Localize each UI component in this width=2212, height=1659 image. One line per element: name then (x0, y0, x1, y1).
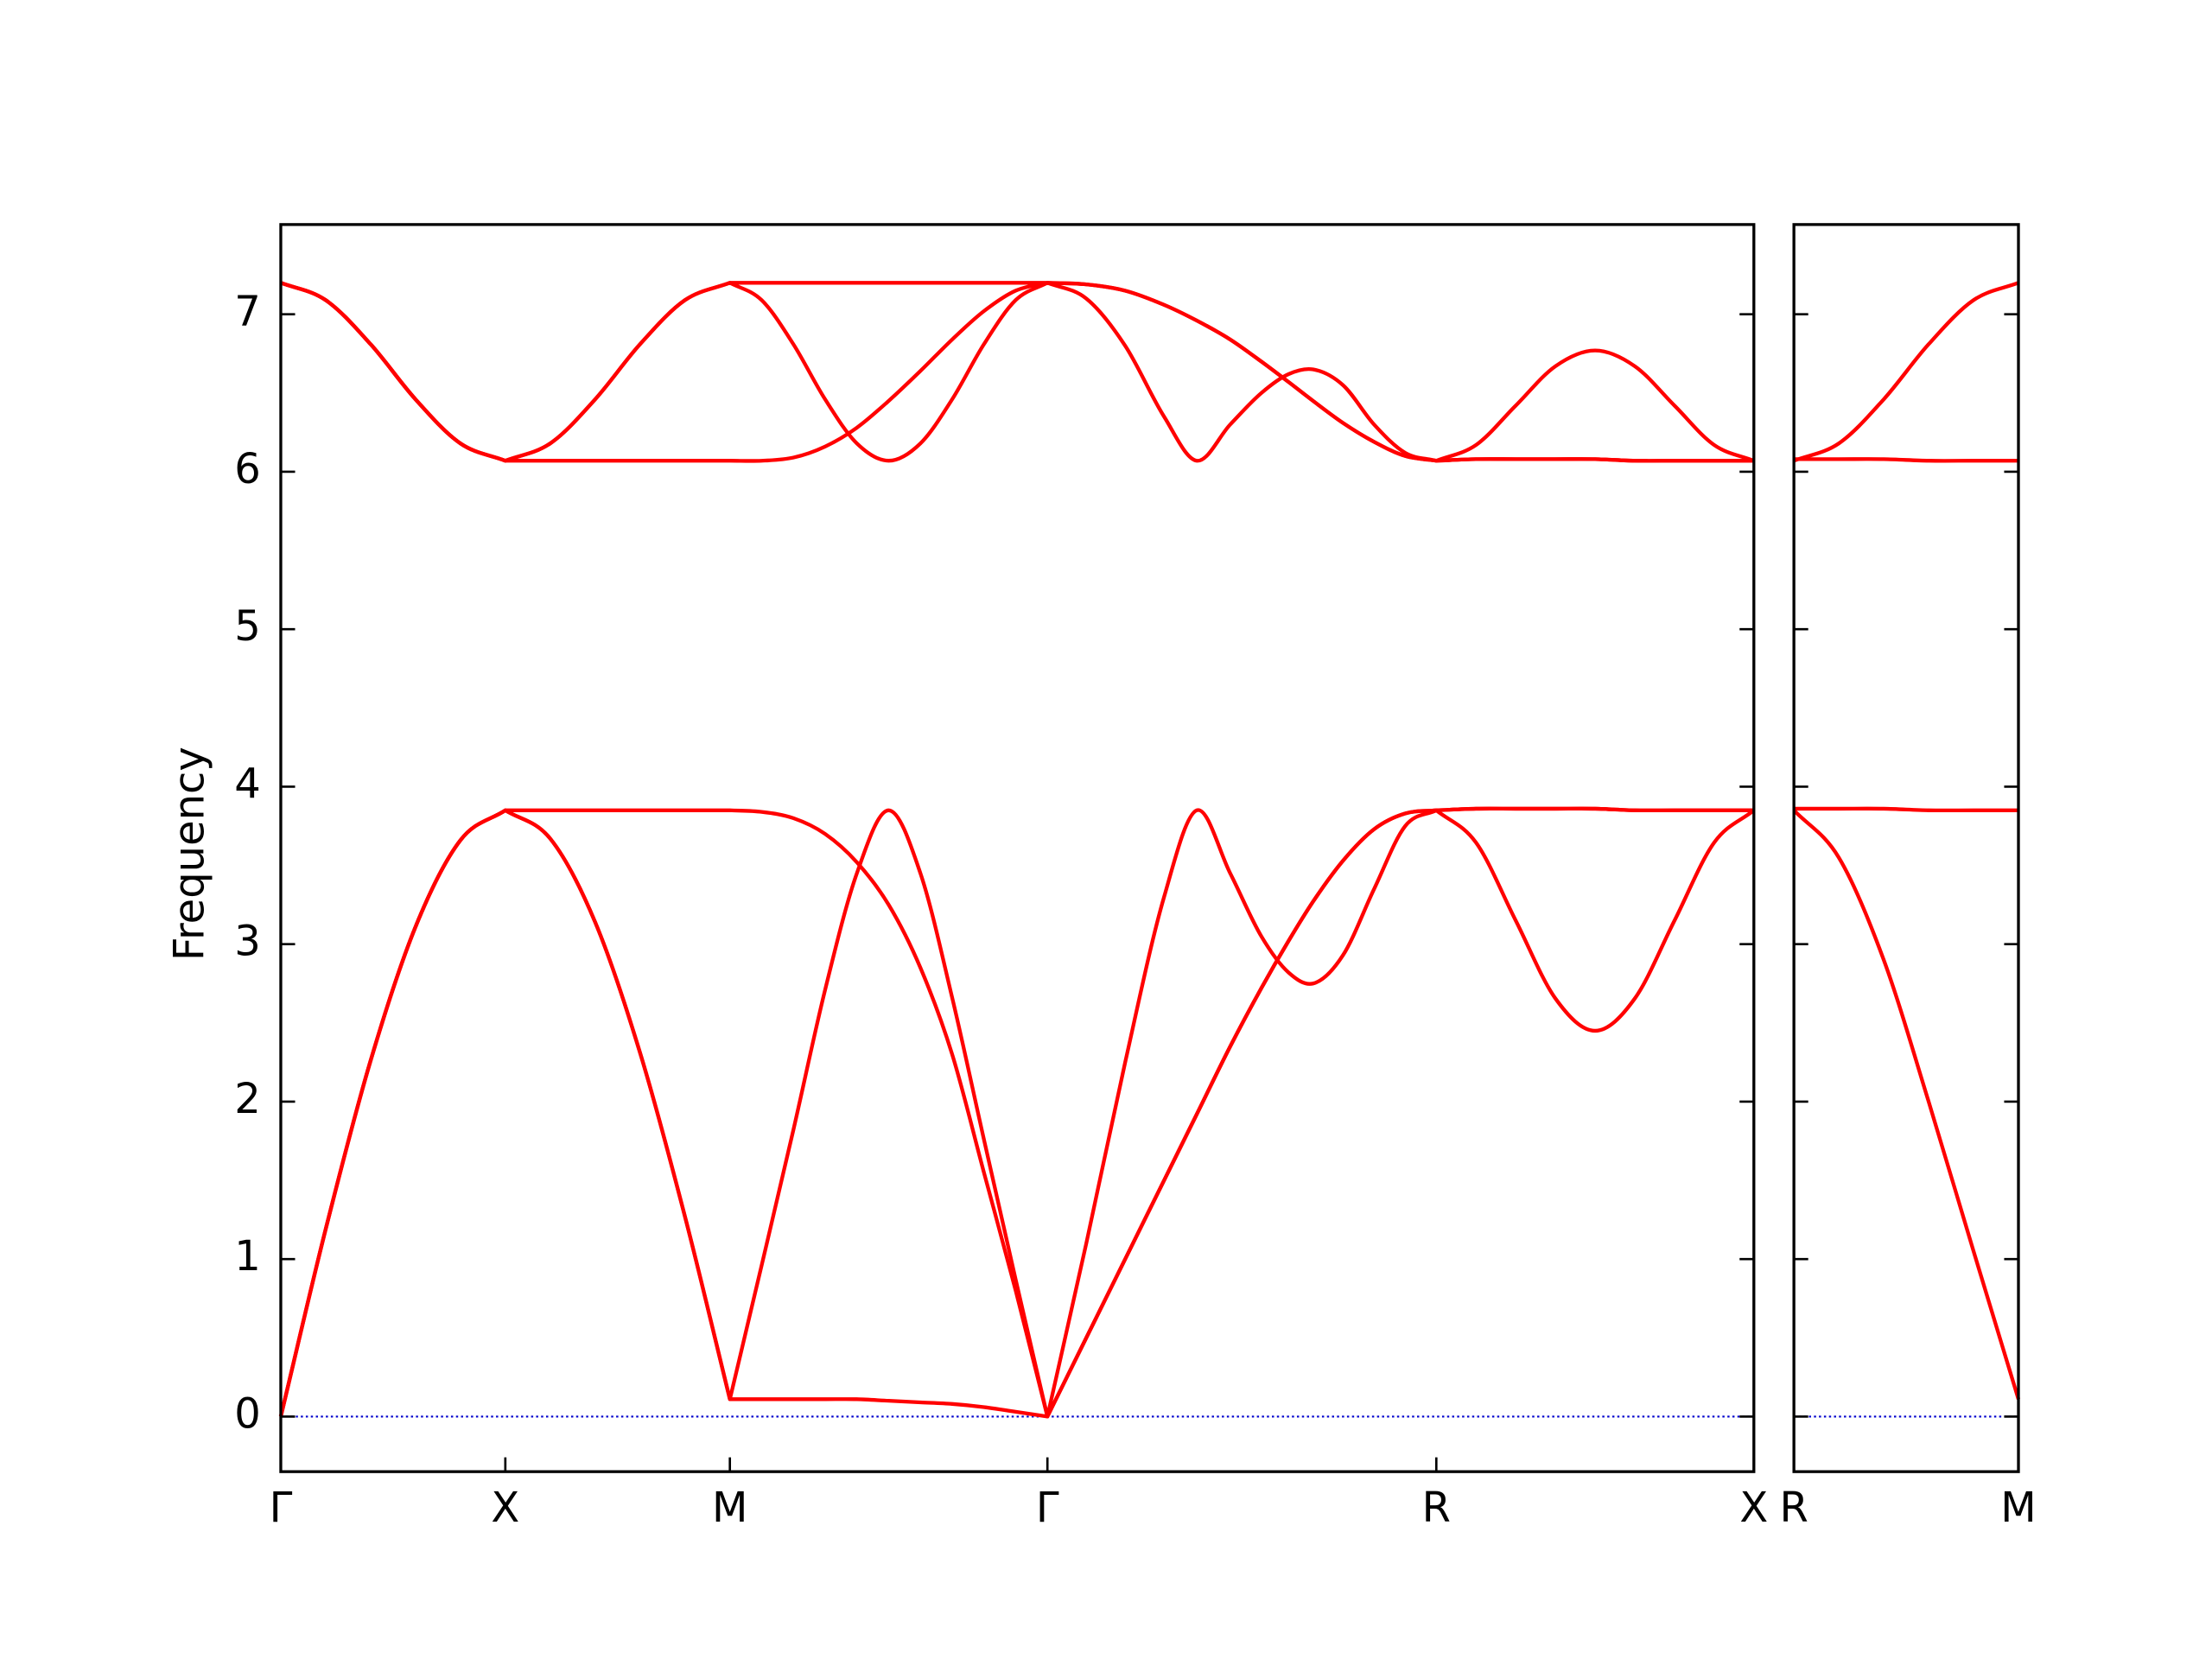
y-tick-label: 1 (234, 1232, 261, 1281)
x-tick-label: M (2000, 1484, 2036, 1532)
band-line (1794, 806, 2018, 813)
band-line (278, 806, 1754, 1419)
plot-frame (1792, 223, 2020, 1473)
x-tick-label: Γ (1036, 1484, 1059, 1532)
x-tick-label: M (712, 1484, 747, 1532)
y-axis-label: Frequency (165, 747, 213, 961)
x-tick-label: X (1739, 1484, 1768, 1532)
y-tick-label: 5 (234, 602, 261, 651)
band-line (1793, 281, 2019, 463)
y-tick-label: 4 (234, 760, 261, 808)
y-tick-label: 7 (234, 288, 261, 336)
plot-frame (279, 223, 1756, 1473)
x-tick-label: X (491, 1484, 519, 1532)
y-tick-label: 2 (234, 1075, 261, 1123)
x-tick-label: R (1422, 1484, 1451, 1532)
y-tick-label: 6 (234, 445, 261, 493)
band-line (1794, 457, 2018, 463)
x-tick-label: R (1779, 1484, 1808, 1532)
y-tick-label: 0 (234, 1389, 261, 1438)
band-line (1792, 809, 2021, 1400)
y-tick-label: 3 (234, 918, 261, 966)
x-tick-label: Γ (270, 1484, 293, 1532)
band-line (280, 281, 1755, 463)
